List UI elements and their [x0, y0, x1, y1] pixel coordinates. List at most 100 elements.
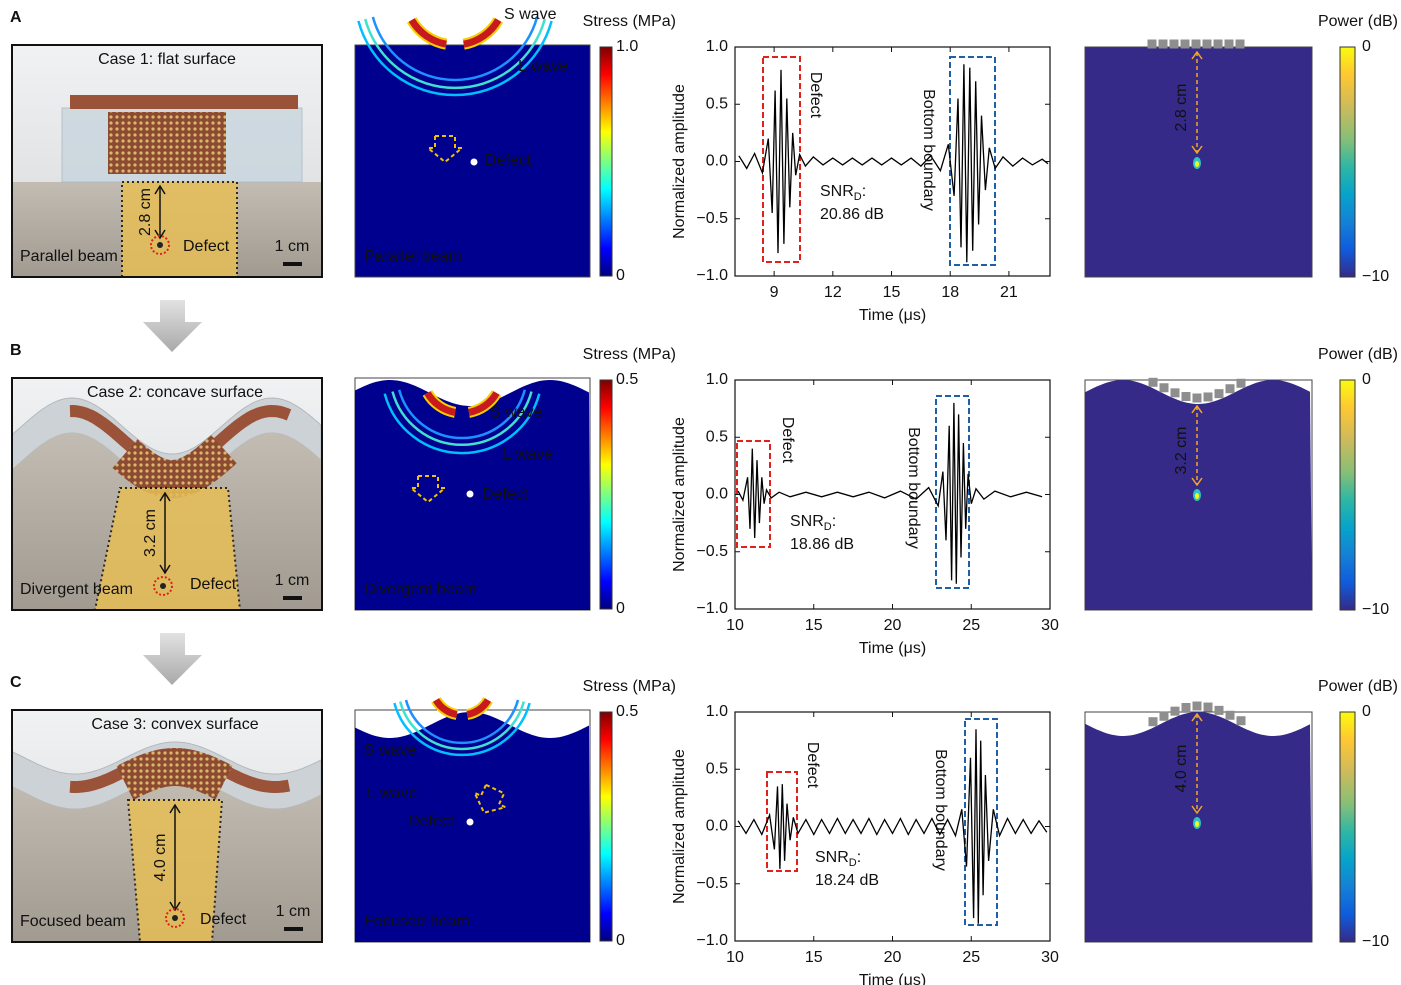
colorbar-title: Power (dB): [1318, 678, 1398, 695]
distance-label: 2.8 cm: [137, 188, 154, 236]
flow-arrow: [143, 633, 202, 685]
photo-caption: Case 3: convex surface: [91, 716, 258, 733]
defect-label: Defect: [485, 152, 532, 169]
focal-spot-core: [1195, 821, 1199, 827]
y-tick-label: 0.0: [706, 818, 728, 835]
arrow-head: [154, 184, 166, 240]
defect-annotation: Defect: [804, 742, 821, 789]
l-wave-front: [357, 20, 553, 97]
snr-symbol: SNR: [790, 513, 824, 530]
arrow-head: [1191, 50, 1203, 155]
x-tick-label: 9: [770, 284, 779, 301]
boundary-window: [935, 395, 970, 589]
colorbar-title: Stress (MPa): [583, 678, 676, 695]
defect-point: [466, 818, 474, 826]
beam-label: Divergent beam: [364, 581, 477, 598]
flow-arrow: [143, 300, 202, 352]
transducer-element: [1158, 39, 1168, 49]
x-tick-label: 12: [824, 284, 842, 301]
scale-bar: [284, 927, 303, 931]
x-tick-label: 15: [805, 949, 823, 966]
transducer-element: [1225, 710, 1235, 720]
s-wave-label: S wave: [364, 742, 417, 759]
defect-point: [157, 242, 163, 248]
snr-label: SNRD:: [820, 183, 866, 203]
s-wave-label: S wave: [504, 6, 557, 23]
signal-line: [737, 729, 1048, 924]
transducer-element: [1224, 39, 1234, 49]
snr-value: 18.24 dB: [815, 872, 879, 889]
panel-letter: C: [10, 674, 22, 691]
defect-label: Defect: [482, 486, 529, 503]
x-tick-label: 30: [1041, 617, 1059, 634]
x-tick-label: 15: [883, 284, 901, 301]
panel-letter: A: [10, 9, 22, 26]
colorbar-tick: 0.5: [616, 371, 638, 388]
transducer-element: [1213, 39, 1223, 49]
arrow-head: [169, 803, 181, 912]
y-tick-label: 0.5: [706, 428, 728, 445]
x-tick-label: 10: [726, 617, 744, 634]
x-axis-label: Time (μs): [859, 307, 926, 324]
snr-subscript: D: [849, 857, 857, 869]
transducer-element: [1159, 383, 1169, 393]
y-tick-label: 1.0: [706, 38, 728, 55]
snr-label: SNRD:: [790, 513, 836, 533]
beam-direction: [425, 135, 465, 164]
defect-annotation: Defect: [807, 72, 824, 119]
beam-direction: [472, 783, 509, 814]
defect-label: Defect: [190, 576, 237, 593]
s-wave-front: [468, 391, 500, 416]
snr-colon: :: [862, 183, 866, 200]
transducer-element: [1191, 39, 1201, 49]
x-tick-label: 10: [726, 949, 744, 966]
transducer-element: [1203, 392, 1213, 402]
x-tick-label: 18: [941, 284, 959, 301]
focal-spot-core: [1195, 161, 1199, 167]
y-axis-label: Normalized amplitude: [671, 417, 688, 572]
panel-letter: B: [10, 342, 22, 359]
y-tick-label: 1.0: [706, 703, 728, 720]
x-axis-label: Time (μs): [859, 640, 926, 657]
defect-label: Defect: [408, 813, 455, 830]
snr-subscript: D: [824, 521, 832, 533]
defect-label: Defect: [200, 911, 247, 928]
defect-marker: [165, 908, 185, 928]
transducer-element: [1203, 702, 1213, 712]
defect-annotation: Defect: [779, 417, 796, 464]
colorbar-tick: −10: [1362, 601, 1389, 618]
y-tick-label: 1.0: [706, 371, 728, 388]
stress-colorbar: [599, 46, 613, 277]
colorbar-title: Power (dB): [1318, 13, 1398, 30]
l-wave-front: [393, 702, 531, 757]
stress-colorbar: [599, 711, 613, 942]
beam-direction: [408, 475, 448, 504]
snr-colon: :: [857, 849, 861, 866]
x-tick-label: 21: [1000, 284, 1018, 301]
colorbar-title: Stress (MPa): [583, 346, 676, 363]
boundary-annotation: Bottom boundary: [905, 427, 922, 549]
transducer-element: [1192, 701, 1202, 711]
x-tick-label: 15: [805, 617, 823, 634]
focal-spot-core: [1195, 493, 1199, 499]
x-axis-label: Time (μs): [859, 972, 926, 985]
transducer-element: [1225, 384, 1235, 394]
colorbar-tick: 0: [616, 600, 625, 617]
l-wave-front: [363, 18, 547, 90]
plot-frame: [734, 711, 1051, 942]
transducer-element: [1148, 717, 1158, 727]
defect-point: [160, 583, 166, 589]
sensor-array: [108, 112, 226, 174]
distance-label: 3.2 cm: [142, 509, 159, 557]
snr-symbol: SNR: [820, 183, 854, 200]
y-tick-label: 0.0: [706, 486, 728, 503]
defect-window: [736, 440, 771, 548]
l-wave-front: [371, 16, 539, 82]
colorbar-tick: 0.5: [616, 703, 638, 720]
sensor-array: [112, 435, 237, 499]
arrow-head: [1191, 404, 1203, 487]
transducer-element: [1202, 39, 1212, 49]
l-wave-label: L wave: [367, 785, 417, 802]
transducer-element: [1180, 39, 1190, 49]
transducer-element: [1181, 702, 1191, 712]
